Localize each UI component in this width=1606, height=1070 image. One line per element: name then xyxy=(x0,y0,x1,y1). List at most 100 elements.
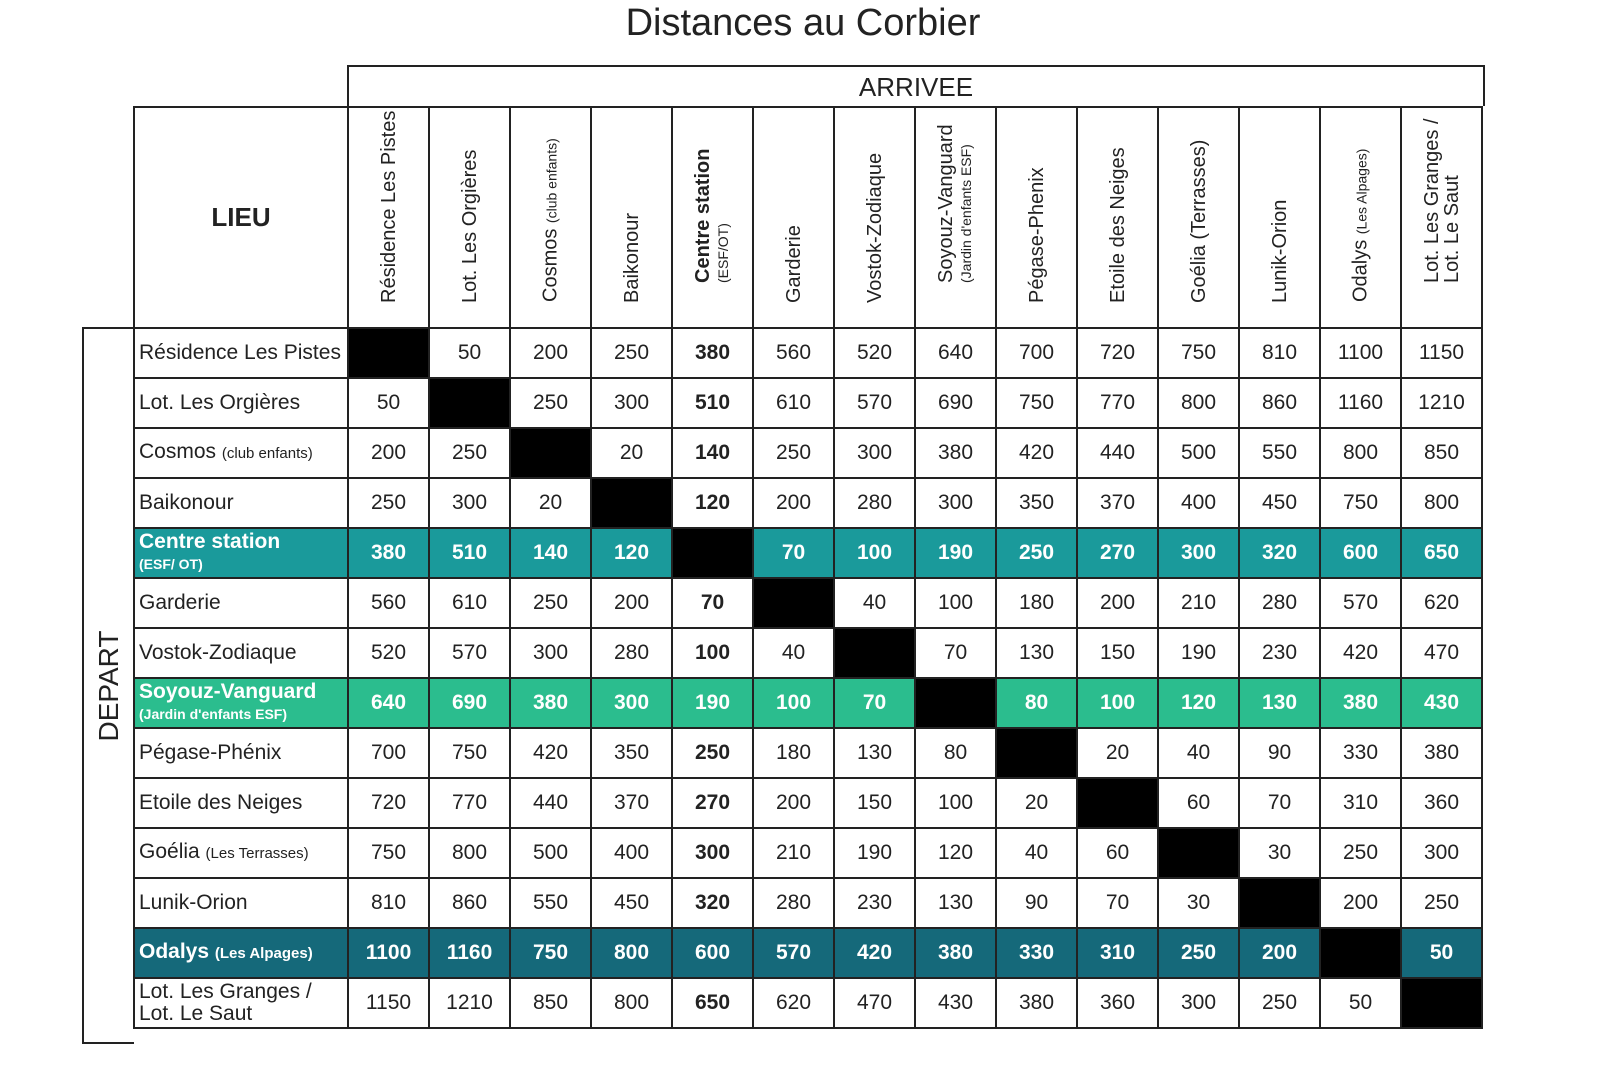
table-row: Baikonour 250 300 20 120 200 280 300 350 370 400 45… xyxy=(133,477,1483,529)
label-main: Goélia xyxy=(139,840,200,863)
distance-cell: 60 xyxy=(1076,827,1159,879)
distance-cell: 450 xyxy=(590,877,673,929)
table-row: Cosmos (club enfants) 200 250 20 140 250 300 38… xyxy=(133,427,1483,479)
column-header-text: Cosmos (club enfants) xyxy=(539,138,561,302)
distance-cell: 200 xyxy=(509,327,592,379)
distance-cell: 250 xyxy=(671,727,754,779)
distance-cell: 20 xyxy=(995,777,1078,829)
distance-cell: 250 xyxy=(995,527,1078,579)
distance-cell: 800 xyxy=(1157,377,1240,429)
row-label: Odalys (Les Alpages) xyxy=(133,927,349,979)
table-row: Pégase-Phénix 700 750 420 350 250 180 130 80 20 40… xyxy=(133,727,1483,779)
distance-cell: 350 xyxy=(995,477,1078,529)
distance-cell: 300 xyxy=(914,477,997,529)
label-main: Lunik-Orion xyxy=(1268,199,1291,303)
label-main: Centre station xyxy=(691,148,714,283)
distance-cell: 200 xyxy=(1238,927,1321,979)
diagonal-cell xyxy=(833,627,916,679)
distance-cell: 1210 xyxy=(428,977,511,1029)
label-main: Pégase-Phénix xyxy=(139,741,282,764)
label-sub: Lot. Le Saut xyxy=(139,1002,253,1025)
distance-cell: 280 xyxy=(590,627,673,679)
distance-cell: 180 xyxy=(995,577,1078,629)
distance-cell: 20 xyxy=(509,477,592,529)
column-header-text: Baikonour xyxy=(620,212,643,303)
distance-cell: 250 xyxy=(752,427,835,479)
distance-cell: 200 xyxy=(590,577,673,629)
distance-cell: 120 xyxy=(914,827,997,879)
distance-cell: 810 xyxy=(347,877,430,929)
distance-cell: 470 xyxy=(1400,627,1483,679)
distance-cell: 550 xyxy=(1238,427,1321,479)
distance-cell: 810 xyxy=(1238,327,1321,379)
distance-cell: 300 xyxy=(509,627,592,679)
distance-cell: 70 xyxy=(1076,877,1159,929)
distance-cell: 380 xyxy=(1319,677,1402,729)
table-row: Centre station (ESF/ OT) 380 510 140 120 70 100… xyxy=(133,527,1483,579)
distance-cell: 560 xyxy=(347,577,430,629)
column-header-text: Lot. Les Granges / Lot. Le Saut xyxy=(1421,118,1463,283)
distance-cell: 200 xyxy=(347,427,430,479)
distance-cell: 420 xyxy=(1319,627,1402,679)
distance-cell: 750 xyxy=(509,927,592,979)
column-header-text: Goélia (Terrasses) xyxy=(1187,139,1210,303)
distance-table: LIEU Résidence Les Pistes Lot. Les Orgièr… xyxy=(133,106,1483,1029)
distance-cell: 330 xyxy=(1319,727,1402,779)
label-main: Etoile des Neiges xyxy=(1106,147,1129,303)
label-main: Goélia (Terrasses) xyxy=(1187,139,1210,303)
distance-cell: 1150 xyxy=(1400,327,1483,379)
distance-cell: 720 xyxy=(1076,327,1159,379)
distance-cell: 860 xyxy=(1238,377,1321,429)
distance-cell: 570 xyxy=(833,377,916,429)
label-main: Baikonour xyxy=(620,212,643,303)
distance-cell: 320 xyxy=(671,877,754,929)
distance-cell: 860 xyxy=(428,877,511,929)
distance-cell: 200 xyxy=(1319,877,1402,929)
label-main: Etoile des Neiges xyxy=(139,791,303,814)
label-sub: (Jardin d'enfants ESF) xyxy=(957,144,974,283)
column-header-text: Vostok-Zodiaque xyxy=(864,153,886,303)
distance-cell: 230 xyxy=(833,877,916,929)
row-label: Pégase-Phénix xyxy=(133,727,349,779)
column-header: Cosmos (club enfants) xyxy=(509,106,592,329)
label-main: Soyouz-Vanguard xyxy=(934,124,957,283)
distance-cell: 510 xyxy=(428,527,511,579)
distance-cell: 300 xyxy=(1157,977,1240,1029)
distance-cell: 750 xyxy=(347,827,430,879)
distance-cell: 300 xyxy=(671,827,754,879)
label-main: Cosmos xyxy=(539,228,561,302)
table-body: Résidence Les Pistes 50 200 250 380 560 520 640… xyxy=(133,327,1483,1029)
label-sub: (Les Terrasses) xyxy=(205,845,309,862)
diagonal-cell xyxy=(914,677,997,729)
distance-cell: 360 xyxy=(1400,777,1483,829)
row-label: Lot. Les Granges / Lot. Le Saut xyxy=(133,977,349,1029)
distance-cell: 400 xyxy=(1157,477,1240,529)
column-header: Soyouz-Vanguard (Jardin d'enfants ESF) xyxy=(914,106,997,329)
column-header-text: Résidence Les Pistes xyxy=(378,111,400,303)
column-header-text: Soyouz-Vanguard (Jardin d'enfants ESF) xyxy=(934,124,976,283)
distance-cell: 250 xyxy=(347,477,430,529)
distance-cell: 800 xyxy=(590,977,673,1029)
distance-cell: 750 xyxy=(428,727,511,779)
diagonal-cell xyxy=(509,427,592,479)
column-header: Lot. Les Orgières xyxy=(428,106,511,329)
diagonal-cell xyxy=(428,377,511,429)
table-row: Vostok-Zodiaque 520 570 300 280 100 40 70 130 150… xyxy=(133,627,1483,679)
distance-cell: 350 xyxy=(590,727,673,779)
distance-cell: 70 xyxy=(752,527,835,579)
column-header: Pégase-Phenix xyxy=(995,106,1078,329)
distance-cell: 650 xyxy=(671,977,754,1029)
header-row: LIEU Résidence Les Pistes Lot. Les Orgièr… xyxy=(133,106,1483,329)
distance-cell: 120 xyxy=(1157,677,1240,729)
table-row: Garderie 560 610 250 200 70 40 100 180 200 210 280 5… xyxy=(133,577,1483,629)
table-row: Lunik-Orion 810 860 550 450 320 280 230 130 90 70 3… xyxy=(133,877,1483,929)
column-header-text: Garderie xyxy=(783,225,805,303)
distance-cell: 560 xyxy=(752,327,835,379)
distance-cell: 420 xyxy=(833,927,916,979)
row-label: Centre station (ESF/ OT) xyxy=(133,527,349,579)
distance-cell: 40 xyxy=(995,827,1078,879)
table-row: Odalys (Les Alpages) 1100 1160 750 800 600 570… xyxy=(133,927,1483,979)
distance-cell: 640 xyxy=(347,677,430,729)
label-main: Odalys xyxy=(1349,239,1371,302)
distance-cell: 400 xyxy=(590,827,673,879)
